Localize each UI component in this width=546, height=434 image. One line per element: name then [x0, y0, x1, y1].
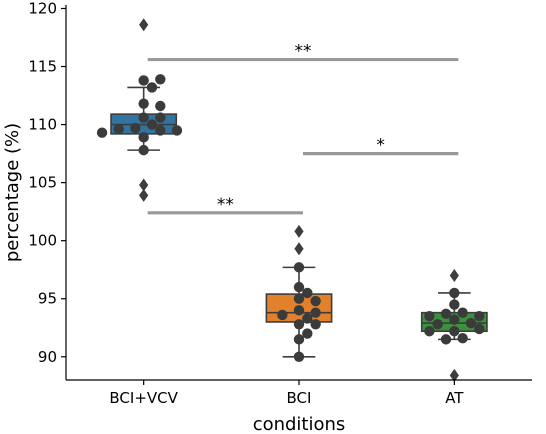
- data-point: [138, 98, 149, 109]
- data-point: [474, 323, 485, 335]
- data-point: [138, 75, 149, 86]
- data-point: [440, 334, 452, 345]
- outlier-point: [139, 188, 149, 202]
- data-point: [293, 305, 305, 316]
- significance-layer: *****: [147, 42, 459, 215]
- outlier-point: [139, 178, 149, 192]
- x-tick-label: BCI: [287, 389, 312, 407]
- data-point: [449, 314, 460, 325]
- data-point: [146, 119, 158, 130]
- data-point: [432, 319, 443, 330]
- axis-layer: 90 95 100 105 110 115 120 BCI+VCV BCI AT: [28, 0, 532, 407]
- data-point: [293, 281, 305, 293]
- outlier-point: [449, 368, 459, 382]
- y-tick-label: 115: [28, 58, 57, 76]
- data-point: [293, 319, 305, 330]
- data-point: [310, 307, 321, 318]
- data-point: [474, 310, 485, 322]
- data-point: [293, 293, 305, 304]
- data-point: [155, 74, 166, 85]
- data-point: [138, 112, 149, 123]
- outlier-point: [294, 242, 304, 256]
- data-point: [96, 127, 108, 138]
- data-point: [293, 262, 305, 273]
- y-axis-title: percentage (%): [2, 123, 23, 262]
- data-point: [130, 122, 141, 134]
- y-tick-label: 100: [28, 232, 57, 250]
- y-tick-label: 90: [38, 348, 57, 366]
- outlier-point: [294, 224, 304, 238]
- data-point: [449, 299, 460, 310]
- data-point: [440, 308, 452, 320]
- data-point: [277, 309, 288, 321]
- data-point: [138, 144, 149, 156]
- box-group: [110, 18, 178, 202]
- significance-label: **: [217, 195, 234, 215]
- y-tick-label: 120: [28, 0, 57, 17]
- data-point: [465, 317, 477, 329]
- y-tick-label: 105: [28, 174, 57, 192]
- data-point: [457, 307, 468, 318]
- data-point: [424, 310, 435, 322]
- data-point: [449, 287, 460, 299]
- y-tick-label: 110: [28, 116, 57, 134]
- data-point: [302, 287, 313, 299]
- point-layer: [96, 74, 485, 362]
- x-tick-label: AT: [445, 389, 464, 407]
- data-point: [113, 124, 124, 135]
- significance-label: **: [295, 42, 312, 62]
- data-point: [155, 100, 166, 112]
- data-point: [146, 82, 158, 93]
- data-point: [310, 295, 321, 307]
- y-tick-label: 95: [38, 290, 57, 308]
- data-point: [457, 333, 468, 344]
- x-axis-title: conditions: [253, 414, 346, 434]
- data-point: [155, 125, 166, 136]
- data-point: [293, 351, 305, 362]
- data-point: [302, 313, 313, 324]
- data-point: [171, 125, 183, 136]
- data-point: [155, 112, 166, 123]
- data-point: [310, 319, 321, 330]
- data-point: [293, 334, 305, 345]
- data-point: [424, 326, 435, 337]
- x-tick-label: BCI+VCV: [109, 389, 178, 407]
- data-point: [449, 326, 460, 337]
- data-point: [138, 132, 149, 143]
- data-point: [302, 328, 313, 339]
- outlier-point: [449, 269, 459, 283]
- outlier-point: [139, 18, 149, 32]
- significance-label: *: [376, 136, 385, 156]
